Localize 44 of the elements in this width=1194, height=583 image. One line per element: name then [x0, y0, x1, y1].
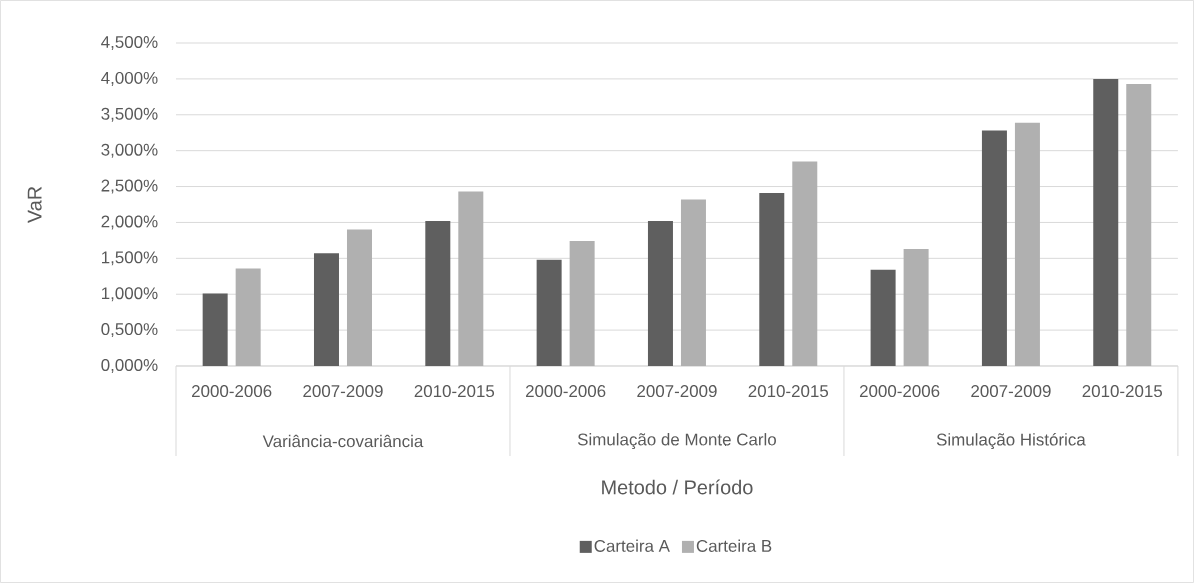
- x-tick-label: 2007-2009: [971, 385, 1051, 398]
- y-tick-label: 3,000%: [101, 143, 158, 158]
- bar: [903, 249, 929, 366]
- bar: [425, 221, 451, 366]
- bar: [202, 293, 228, 366]
- x-tick-label: 2000-2006: [526, 385, 606, 398]
- bar: [569, 241, 595, 366]
- legend-label: Carteira B: [696, 539, 772, 552]
- x-tick-label: 2010-2015: [414, 385, 495, 398]
- bar: [680, 199, 706, 366]
- y-tick-label: 0,500%: [101, 323, 158, 338]
- legend-label: Carteira A: [594, 539, 670, 552]
- bar: [647, 221, 673, 366]
- bar: [536, 259, 562, 366]
- text: Simulação Histórica: [936, 432, 1086, 450]
- y-tick-label: 2,000%: [101, 215, 158, 230]
- x-tick-label: 2007-2009: [303, 385, 383, 398]
- y-axis-title: VaR: [27, 186, 42, 224]
- x-tick-label: 2010-2015: [1082, 385, 1163, 398]
- y-tick-label: 4,000%: [101, 71, 158, 86]
- bar: [792, 161, 818, 366]
- bar: [870, 269, 896, 366]
- bar: [235, 268, 261, 366]
- y-tick-label: 1,500%: [102, 251, 158, 266]
- bar: [1093, 78, 1119, 366]
- y-tick-label: 3,500%: [101, 107, 158, 122]
- y-tick-label: 2,500%: [101, 179, 158, 194]
- bar: [313, 253, 339, 366]
- text: Simulação de Monte Carlo: [577, 433, 776, 449]
- x-tick-label: 2000-2006: [192, 385, 272, 398]
- x-axis-title: Metodo / Período: [602, 479, 753, 495]
- x-tick-label: 2000-2006: [859, 385, 940, 398]
- x-tick-label: 2010-2015: [748, 385, 829, 398]
- bar: [981, 130, 1007, 366]
- text: Variância-covariância: [262, 434, 424, 448]
- x-tick-label: 2007-2009: [637, 385, 717, 398]
- bar: [458, 191, 484, 366]
- bar: [1126, 83, 1152, 366]
- y-tick-label: 0,000%: [101, 359, 158, 373]
- y-tick-label: 1,000%: [102, 287, 158, 302]
- bar: [759, 193, 785, 366]
- y-tick-label: 4,500%: [101, 36, 158, 50]
- bar: [1014, 122, 1040, 366]
- bar: [346, 229, 372, 366]
